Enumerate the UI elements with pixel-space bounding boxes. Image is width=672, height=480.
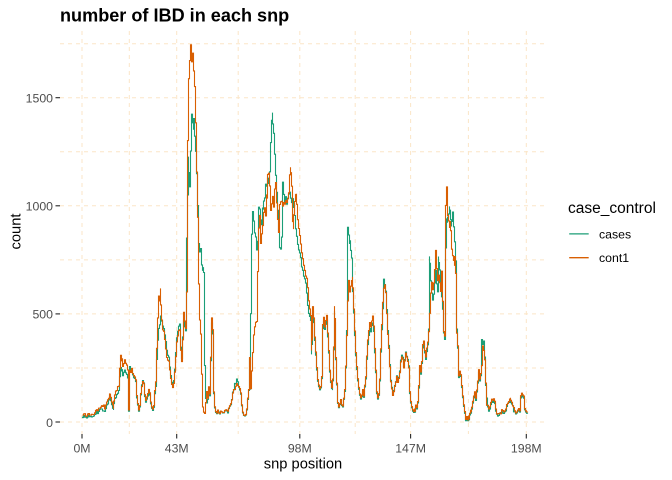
svg-text:0M: 0M: [73, 441, 90, 455]
svg-text:198M: 198M: [511, 441, 542, 455]
svg-text:cont1: cont1: [599, 251, 629, 265]
svg-text:98M: 98M: [288, 441, 312, 455]
svg-text:cases: cases: [599, 227, 631, 241]
svg-text:count: count: [9, 214, 25, 250]
svg-text:case_control: case_control: [568, 200, 656, 217]
svg-text:1500: 1500: [26, 92, 54, 106]
svg-text:number of IBD in each snp: number of IBD in each snp: [60, 5, 289, 25]
svg-text:147M: 147M: [395, 441, 426, 455]
svg-text:0: 0: [46, 416, 53, 430]
svg-text:snp position: snp position: [264, 457, 342, 473]
svg-text:43M: 43M: [165, 441, 189, 455]
svg-text:500: 500: [32, 308, 53, 322]
svg-text:1000: 1000: [26, 200, 54, 214]
